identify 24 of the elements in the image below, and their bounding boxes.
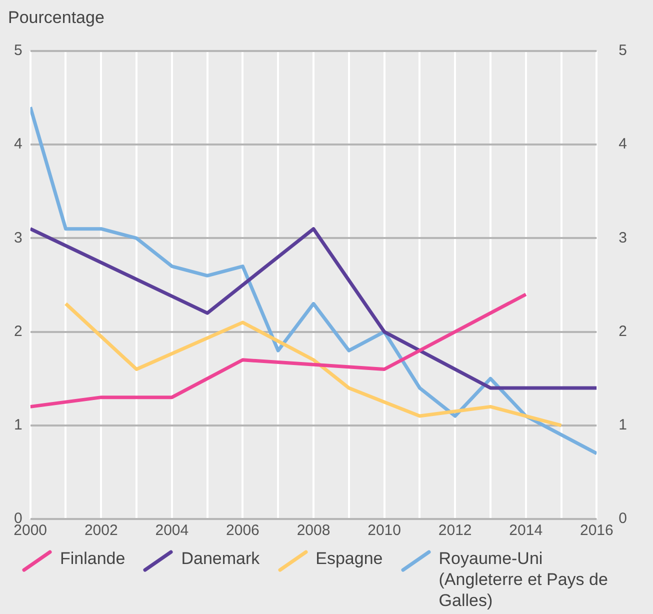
y-axis-title: Pourcentage	[8, 8, 104, 28]
y-tick-label: 4	[14, 136, 22, 153]
x-tick-label: 2012	[438, 522, 472, 540]
y2-tick-label: 0	[618, 510, 627, 528]
legend-label: Danemark	[181, 548, 260, 569]
x-tick-label: 2008	[296, 522, 330, 540]
y2-tick-label: 5	[618, 42, 627, 60]
y-tick-label: 1	[14, 416, 22, 434]
legend-label: Finlande	[60, 548, 126, 569]
y2-tick-label: 3	[618, 229, 627, 246]
y-tick-label: 5	[14, 42, 22, 60]
y2-tick-label: 2	[618, 322, 627, 340]
x-tick-label: 2002	[84, 522, 118, 540]
legend-label: Royaume-Uni (Angleterre et Pays de Galles)	[438, 548, 609, 611]
x-tick-label: 2010	[368, 522, 401, 540]
x-tick-label: 2016	[580, 522, 614, 540]
x-tick-label: 2004	[155, 522, 189, 540]
y-tick-label: 2	[14, 322, 22, 340]
y-tick-label: 3	[14, 229, 22, 246]
y2-tick-label: 1	[618, 416, 627, 434]
legend-label: Espagne	[316, 548, 383, 569]
x-tick-label: 2014	[509, 522, 543, 540]
y2-tick-label: 4	[618, 136, 627, 153]
x-tick-label: 2006	[226, 522, 260, 540]
